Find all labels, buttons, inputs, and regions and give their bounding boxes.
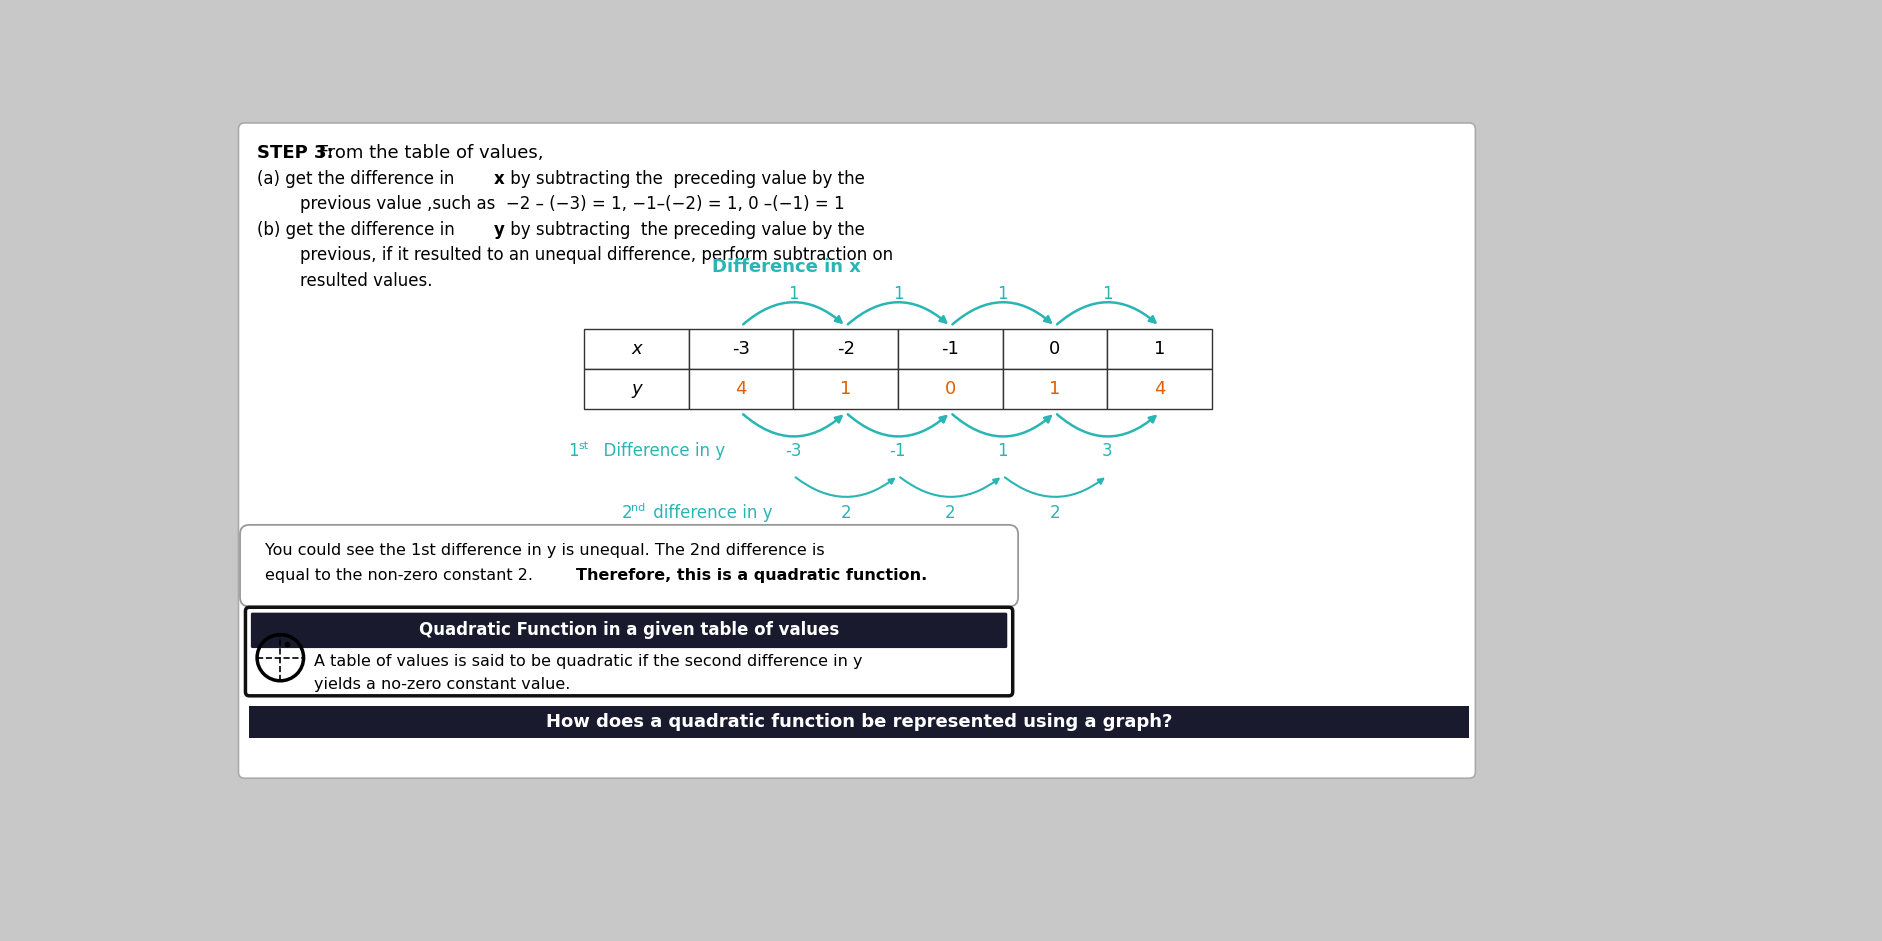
Text: nd: nd [630, 502, 646, 513]
FancyBboxPatch shape [245, 607, 1013, 695]
Text: Difference in x: Difference in x [711, 259, 860, 277]
Text: -1: -1 [890, 442, 905, 460]
Bar [583, 329, 689, 369]
Bar [792, 369, 898, 409]
Bar [583, 369, 689, 409]
Text: resulted values.: resulted values. [299, 272, 433, 290]
Text: 1: 1 [789, 285, 798, 303]
Text: by subtracting  the preceding value by the: by subtracting the preceding value by th… [504, 221, 864, 239]
Text: yields a no-zero constant value.: yields a no-zero constant value. [314, 678, 570, 693]
FancyArrowPatch shape [794, 477, 894, 497]
FancyArrowPatch shape [952, 414, 1050, 437]
Text: Difference in y: Difference in y [593, 442, 725, 460]
Text: x: x [493, 170, 504, 188]
Text: 3: 3 [1101, 442, 1112, 460]
Text: 0: 0 [1048, 341, 1060, 359]
FancyBboxPatch shape [239, 123, 1475, 778]
Bar [792, 329, 898, 369]
Text: (a) get the difference in: (a) get the difference in [258, 170, 459, 188]
Text: From the table of values,: From the table of values, [312, 145, 544, 163]
Text: STEP 3:: STEP 3: [258, 145, 333, 163]
Text: 1: 1 [997, 285, 1007, 303]
Text: difference in y: difference in y [647, 503, 772, 521]
Text: -1: -1 [941, 341, 958, 359]
Text: (b) get the difference in: (b) get the difference in [258, 221, 459, 239]
Text: -3: -3 [732, 341, 749, 359]
FancyArrowPatch shape [1056, 414, 1156, 437]
Bar [689, 329, 792, 369]
FancyArrowPatch shape [847, 302, 945, 325]
Bar [689, 369, 792, 409]
Text: 1: 1 [892, 285, 903, 303]
Text: Quadratic Function in a given table of values: Quadratic Function in a given table of v… [418, 621, 839, 639]
FancyArrowPatch shape [1005, 477, 1103, 497]
FancyArrowPatch shape [743, 302, 841, 325]
Text: 1: 1 [568, 442, 580, 460]
Text: Therefore, this is a quadratic function.: Therefore, this is a quadratic function. [576, 568, 928, 583]
Text: 2: 2 [945, 503, 956, 521]
Text: 1: 1 [1101, 285, 1112, 303]
Text: A table of values is said to be quadratic if the second difference in y: A table of values is said to be quadrati… [314, 654, 862, 669]
FancyArrowPatch shape [743, 414, 841, 437]
Text: 4: 4 [1154, 380, 1165, 398]
Text: x: x [630, 341, 642, 359]
Text: 4: 4 [736, 380, 747, 398]
Bar [1107, 329, 1212, 369]
Text: previous, if it resulted to an unequal difference, perform subtraction on: previous, if it resulted to an unequal d… [299, 247, 892, 264]
Text: st: st [578, 441, 589, 452]
Text: 1: 1 [997, 442, 1007, 460]
Text: previous value ,such as  −2 – (−3) = 1, −1–(−2) = 1, 0 –(−1) = 1: previous value ,such as −2 – (−3) = 1, −… [299, 196, 843, 214]
Bar [1001, 369, 1107, 409]
Text: 0: 0 [945, 380, 956, 398]
Text: -3: -3 [785, 442, 802, 460]
FancyBboxPatch shape [239, 525, 1018, 607]
FancyArrowPatch shape [847, 414, 945, 437]
Bar [248, 706, 1468, 738]
FancyBboxPatch shape [250, 613, 1007, 648]
Text: 1: 1 [1048, 380, 1060, 398]
Text: equal to the non-zero constant 2.: equal to the non-zero constant 2. [265, 568, 538, 583]
Text: 2: 2 [839, 503, 851, 521]
Text: How does a quadratic function be represented using a graph?: How does a quadratic function be represe… [546, 713, 1172, 731]
Bar [1107, 369, 1212, 409]
Text: 1: 1 [1154, 341, 1165, 359]
FancyArrowPatch shape [952, 302, 1050, 325]
Text: 2: 2 [1048, 503, 1060, 521]
Bar [898, 329, 1001, 369]
Text: y: y [630, 380, 642, 398]
Text: y: y [493, 221, 504, 239]
Bar [1001, 329, 1107, 369]
Text: by subtracting the  preceding value by the: by subtracting the preceding value by th… [504, 170, 864, 188]
Text: -2: -2 [836, 341, 854, 359]
FancyArrowPatch shape [1056, 302, 1156, 325]
Bar [898, 369, 1001, 409]
Text: 2: 2 [621, 503, 632, 521]
Text: 1: 1 [839, 380, 851, 398]
FancyArrowPatch shape [900, 477, 997, 497]
Text: You could see the 1st difference in y is unequal. The 2nd difference is: You could see the 1st difference in y is… [265, 543, 824, 558]
